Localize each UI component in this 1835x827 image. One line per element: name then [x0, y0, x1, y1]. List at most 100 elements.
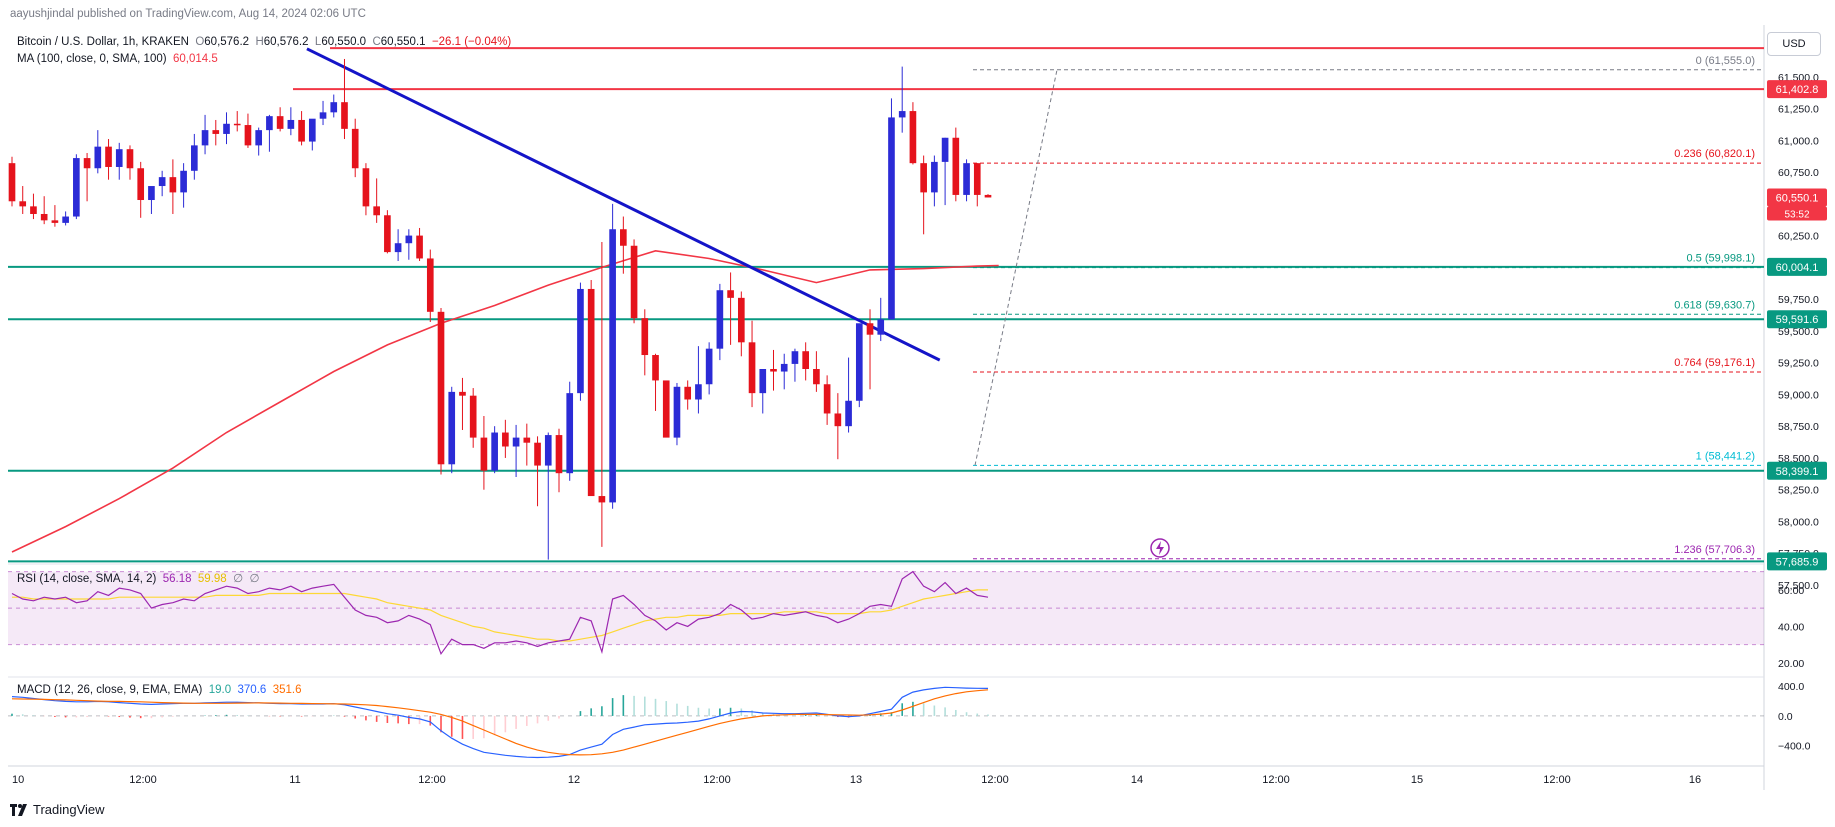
candle-body: [223, 123, 230, 134]
price-tick-label: 61,250.0: [1778, 104, 1819, 116]
candle-body: [834, 413, 842, 427]
macd-hist-value: 19.0: [208, 684, 232, 696]
rsi-lower-value: ∅: [249, 573, 260, 585]
candle-body: [641, 318, 649, 356]
candle-body: [555, 435, 563, 474]
time-tick-label: 11: [289, 774, 300, 786]
macd-legend[interactable]: MACD (12, 26, close, 9, EMA, EMA) 19.0 3…: [17, 684, 301, 696]
rsi-line: [11, 570, 989, 656]
price-badge: [1767, 461, 1827, 480]
candle-body: [255, 130, 263, 146]
candle-body: [577, 288, 584, 394]
price-tick-label: 59,000.0: [1778, 389, 1819, 401]
candle-body: [544, 435, 552, 466]
candle-body: [416, 235, 423, 259]
symbol-title[interactable]: Bitcoin / U.S. Dollar, 1h, KRAKEN: [17, 36, 189, 48]
time-tick-label: 15: [1411, 774, 1423, 786]
fib-level-label: 0.618 (59,630.7): [1674, 299, 1755, 311]
candle-body: [705, 348, 713, 385]
candle-body: [62, 216, 69, 223]
tradingview-logo[interactable]: TradingView: [10, 802, 105, 817]
macd-value: 370.6: [237, 684, 267, 696]
time-tick-label: 14: [1131, 774, 1143, 786]
candle-body: [609, 229, 616, 503]
time-tick-label: 13: [850, 774, 862, 786]
candle-body: [791, 351, 799, 364]
candle-body: [158, 177, 166, 187]
candle-body: [727, 290, 734, 298]
candle-body: [587, 288, 595, 497]
fib-level-label: 0.236 (60,820.1): [1674, 148, 1755, 160]
rsi-band: [8, 571, 1764, 645]
time-tick-label: 12:00: [1262, 774, 1290, 786]
time-tick-label: 16: [1689, 774, 1701, 786]
time-tick-label: 12:00: [703, 774, 731, 786]
candle-body: [984, 194, 992, 198]
candle-body: [244, 125, 252, 146]
candle-body: [673, 386, 681, 438]
candle-body: [19, 201, 27, 207]
candle-body: [330, 102, 338, 113]
candle-body: [512, 437, 520, 447]
low-value: 60,550.0: [321, 36, 367, 48]
price-badge-label: 60,550.1: [1776, 192, 1819, 204]
candle-body: [652, 355, 659, 381]
fib-level-label: 0 (61,555.0): [1696, 55, 1755, 67]
candle-body: [684, 386, 692, 400]
price-tick-label: 57,500.0: [1778, 580, 1819, 592]
candle-body: [480, 437, 488, 471]
candle-body: [266, 116, 273, 131]
open-value: 60,576.2: [204, 36, 250, 48]
candle-body: [534, 442, 541, 466]
rsi-tick-label: 60.00: [1778, 585, 1804, 597]
price-badge-label: 60,004.1: [1776, 262, 1819, 274]
candle-body: [662, 380, 670, 438]
candle-body: [83, 158, 91, 169]
publisher-line: aayushjindal published on TradingView.co…: [10, 8, 366, 20]
candle-body: [373, 206, 380, 216]
candle-body: [115, 149, 123, 167]
rsi-legend[interactable]: RSI (14, close, SMA, 14, 2) 56.18 59.98 …: [17, 571, 260, 585]
candle-body: [770, 369, 777, 372]
open-label: O: [195, 36, 205, 48]
candle-body: [941, 137, 949, 162]
fib-level-label: 1.236 (57,706.3): [1674, 544, 1755, 556]
candle-body: [8, 163, 16, 202]
candle-body: [813, 369, 820, 385]
currency-button[interactable]: USD: [1767, 32, 1821, 56]
candle-body: [180, 170, 187, 193]
macd-line: [11, 686, 989, 759]
candle-body: [737, 297, 745, 343]
candle-body: [126, 149, 134, 169]
ma-100-line: [11, 249, 999, 553]
time-tick-label: 12:00: [418, 774, 446, 786]
candle-body: [212, 130, 220, 134]
candle-body: [855, 323, 863, 401]
rsi-tick-label: 40.00: [1778, 621, 1804, 633]
candle-body: [491, 432, 498, 471]
candle-body: [620, 229, 627, 246]
candle-body: [888, 117, 895, 320]
fib-level-label: 1 (58,441.2): [1696, 450, 1755, 462]
candle-body: [191, 145, 198, 171]
rsi-ma-value: 59.98: [197, 573, 227, 585]
price-tick-label: 58,750.0: [1778, 421, 1819, 433]
rsi-ma-line: [12, 589, 988, 642]
candle-body: [287, 119, 295, 129]
candle-body: [233, 123, 241, 126]
candle-body: [40, 213, 48, 221]
candle-body: [276, 116, 284, 129]
candle-body: [426, 258, 434, 312]
ma-legend[interactable]: MA (100, close, 0, SMA, 100) 60,014.5: [17, 53, 218, 65]
candle-body: [920, 163, 927, 193]
candle-body: [469, 395, 477, 438]
candle-body: [459, 391, 466, 396]
candle-body: [384, 215, 391, 253]
candle-body: [437, 311, 445, 465]
candle-body: [802, 351, 809, 369]
candle-body: [898, 111, 906, 118]
candle-body: [137, 168, 145, 201]
price-tick-label: 61,000.0: [1778, 135, 1819, 147]
candle-body: [298, 119, 305, 142]
